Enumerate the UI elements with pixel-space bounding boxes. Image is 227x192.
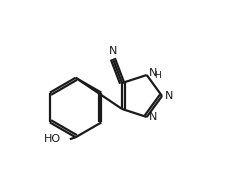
Text: H: H [153, 71, 160, 80]
Text: N: N [148, 69, 157, 79]
Text: N: N [164, 91, 172, 101]
Text: N: N [149, 112, 157, 122]
Text: N: N [108, 46, 116, 56]
Text: HO: HO [44, 134, 61, 144]
